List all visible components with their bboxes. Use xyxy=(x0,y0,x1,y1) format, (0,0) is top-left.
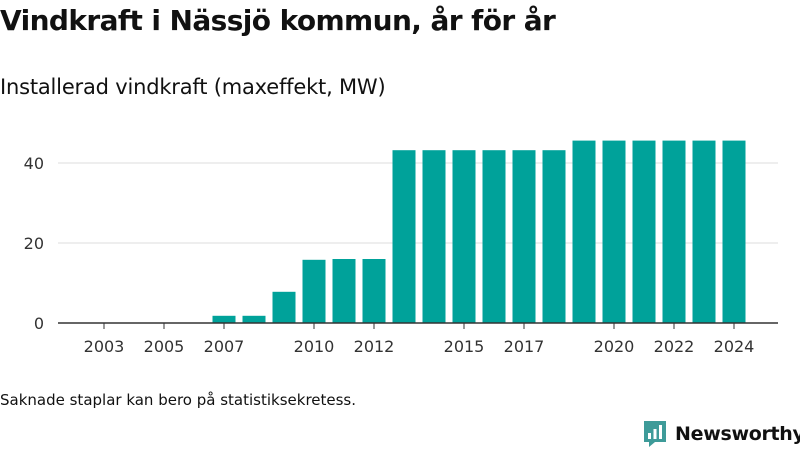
bar-2013 xyxy=(392,150,416,323)
x-tick-labels: 2003 2005 2007 2010 2012 2015 2017 2020 2022 2024 xyxy=(84,337,755,356)
chart-subtitle: Installerad vindkraft (maxeffekt, MW) xyxy=(0,75,386,99)
bar-2010 xyxy=(302,259,326,323)
footnote: Saknade staplar kan bero på statistiksek… xyxy=(0,391,357,409)
y-tick-label: 0 xyxy=(34,314,44,333)
bars xyxy=(212,140,746,323)
gridlines xyxy=(58,162,778,244)
x-tick-label: 2015 xyxy=(444,337,485,356)
bar-2023 xyxy=(692,140,716,323)
brand-logo[interactable]: Newsworthy xyxy=(643,420,800,448)
chart-title: Vindkraft i Nässjö kommun, år för år xyxy=(0,4,556,37)
x-tick-label: 2005 xyxy=(144,337,185,356)
brand-name: Newsworthy xyxy=(675,423,800,445)
bar-2020 xyxy=(602,140,626,323)
x-tick-label: 2003 xyxy=(84,337,125,356)
bar-2009 xyxy=(272,291,296,323)
y-tick-label: 20 xyxy=(24,234,44,253)
x-tick-label: 2010 xyxy=(294,337,335,356)
bar-2018 xyxy=(542,150,566,323)
x-tick-label: 2012 xyxy=(354,337,395,356)
x-tick-label: 2020 xyxy=(594,337,635,356)
bar-2011 xyxy=(332,259,356,323)
bar-2024 xyxy=(722,140,746,323)
bar-2022 xyxy=(662,140,686,323)
bar-2021 xyxy=(632,140,656,323)
bar-2017 xyxy=(512,150,536,323)
bar-2014 xyxy=(422,150,446,323)
x-tick-label: 2017 xyxy=(504,337,545,356)
x-tick-label: 2022 xyxy=(654,337,695,356)
newsworthy-logo-icon xyxy=(644,421,666,447)
bar-2015 xyxy=(452,150,476,323)
y-tick-labels: 0 20 40 xyxy=(24,154,44,333)
bar-2007 xyxy=(212,315,236,323)
bar-2019 xyxy=(572,140,596,323)
x-tick-label: 2007 xyxy=(204,337,245,356)
x-axis xyxy=(58,322,778,329)
bar-2016 xyxy=(482,150,506,323)
x-tick-label: 2024 xyxy=(714,337,755,356)
bar-2012 xyxy=(362,259,386,323)
y-tick-label: 40 xyxy=(24,154,44,173)
bar-2008 xyxy=(242,315,266,323)
